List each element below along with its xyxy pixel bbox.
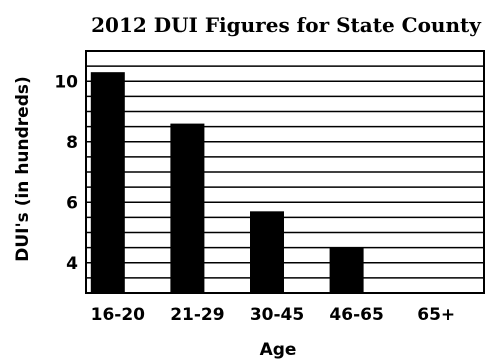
y-axis-label: DUI's (in hundreds) <box>13 76 33 262</box>
bar-46-65 <box>329 247 364 293</box>
y-tick-label: 4 <box>66 254 78 274</box>
x-tick-label: 30-45 <box>250 305 304 325</box>
y-tick-label: 8 <box>66 133 78 153</box>
x-tick-label: 21-29 <box>170 305 224 325</box>
bar-30-45 <box>250 211 284 293</box>
bars <box>90 72 364 293</box>
grid-lines <box>86 50 484 279</box>
x-tick-labels: 16-20 21-29 30-45 46-65 65+ <box>91 305 456 325</box>
x-axis-label: Age <box>260 340 297 360</box>
x-tick-label: 16-20 <box>91 305 146 325</box>
y-tick-label: 6 <box>66 193 78 213</box>
y-tick-label: 10 <box>54 72 78 92</box>
chart-title: 2012 DUI Figures for State County <box>91 13 482 37</box>
bar-16-20 <box>90 72 125 293</box>
plot-frame <box>85 50 485 294</box>
bar-21-29 <box>170 123 205 293</box>
x-tick-label: 46-65 <box>329 305 383 325</box>
y-tick-labels: 4 6 8 10 <box>54 72 78 274</box>
x-tick-label: 65+ <box>417 305 455 325</box>
